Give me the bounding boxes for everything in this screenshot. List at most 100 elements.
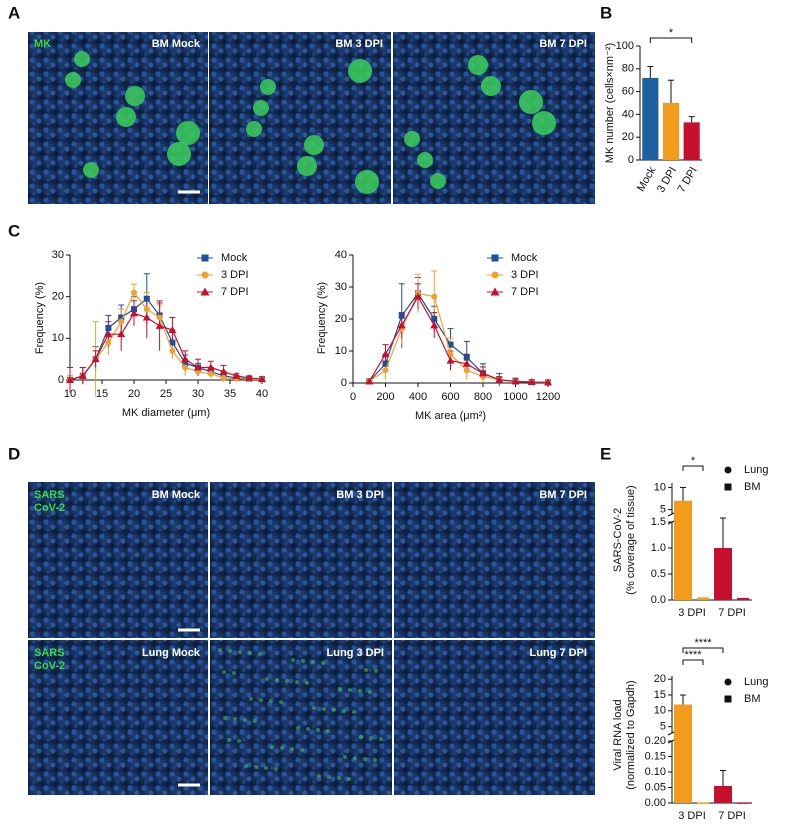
virus-signal: [327, 775, 331, 779]
panel-letter: D: [8, 444, 20, 463]
virus-signal: [300, 748, 304, 752]
x-tick-label: 7 DPI: [718, 607, 746, 619]
series-line: [368, 292, 549, 383]
stain-label: SARS: [34, 647, 65, 659]
virus-signal: [322, 707, 326, 711]
series-line: [69, 291, 263, 381]
y-tick-label: 80: [622, 63, 634, 75]
marker: [724, 483, 732, 491]
virus-signal: [244, 764, 248, 768]
virus-signal: [373, 758, 377, 762]
marker: [182, 360, 189, 367]
marker: [527, 378, 536, 386]
y-axis-label: (normalized to Gapdh): [625, 680, 637, 789]
x-tick-label: 35: [224, 388, 236, 400]
x-tick-label: 30: [192, 388, 204, 400]
stain-label: MK: [34, 38, 51, 50]
y-tick-label: 10: [654, 481, 666, 493]
virus-signal: [332, 708, 336, 712]
micrograph: [28, 482, 208, 638]
virus-signal: [279, 700, 283, 704]
marker: [168, 326, 177, 333]
significance-bracket: [682, 465, 704, 471]
marker: [207, 370, 214, 377]
marker: [414, 292, 422, 300]
image-label: BM 3 DPI: [335, 38, 383, 50]
virus-signal: [265, 677, 269, 681]
marker: [232, 371, 241, 379]
marker: [206, 363, 215, 371]
marker: [143, 295, 150, 302]
y-axis-label: SARS-CoV-2: [612, 508, 624, 572]
x-tick-label: 20: [128, 388, 140, 400]
mk-cell: [297, 156, 317, 176]
y-tick-label: 40: [335, 249, 347, 261]
y-tick-label: 0: [58, 374, 64, 386]
legend-label: Mock: [511, 252, 538, 264]
mk-cell: [125, 86, 145, 106]
y-tick-label: 0.15: [645, 750, 666, 762]
bar: [683, 122, 700, 160]
image-label: BM 7 DPI: [539, 38, 587, 50]
marker: [544, 378, 552, 386]
x-axis-label: MK area (μm²): [415, 410, 486, 422]
marker: [201, 254, 209, 262]
mk-cell: [481, 76, 501, 96]
y-tick-label: 0.0: [651, 594, 666, 606]
y-tick-label: 1.5: [651, 516, 666, 528]
mk-cell: [253, 100, 269, 116]
y-tick-label: 60: [622, 86, 634, 98]
mk-cell: [404, 131, 420, 147]
mk-cell: [65, 72, 81, 88]
marker: [258, 375, 266, 383]
virus-signal: [347, 777, 351, 781]
marker: [219, 367, 228, 375]
y-axis-label: Viral RNA load: [612, 699, 624, 770]
legend-label: BM: [744, 693, 761, 705]
legend-label: Lung: [744, 676, 768, 688]
marker: [91, 355, 100, 363]
mk-cell: [74, 51, 90, 67]
virus-signal: [311, 660, 315, 664]
y-tick-label: 5: [660, 721, 666, 733]
y-tick-label: 20: [654, 673, 666, 685]
significance-bracket: [682, 647, 724, 653]
image-label: BM 3 DPI: [336, 489, 384, 501]
virus-signal: [353, 756, 357, 760]
virus-signal: [218, 648, 222, 652]
bar: [714, 548, 732, 600]
image-label: Lung 7 DPI: [530, 647, 587, 659]
marker: [491, 254, 499, 262]
x-tick-label: 3 DPI: [655, 165, 679, 195]
marker: [491, 271, 499, 279]
virus-signal: [237, 739, 241, 743]
marker: [194, 363, 202, 371]
marker: [430, 321, 439, 329]
marker: [181, 355, 190, 363]
marker: [463, 367, 470, 374]
mk-cell: [430, 173, 446, 189]
virus-signal: [358, 689, 362, 693]
legend-label: 3 DPI: [511, 269, 539, 281]
virus-signal: [342, 709, 346, 713]
marker: [447, 351, 454, 358]
virus-signal: [359, 735, 363, 739]
legend-label: 7 DPI: [511, 286, 539, 298]
y-tick-label: 100: [616, 40, 634, 52]
x-tick-label: 800: [474, 391, 492, 403]
marker: [431, 293, 438, 300]
x-tick-label: 200: [376, 391, 394, 403]
virus-signal: [227, 738, 231, 742]
x-tick-label: 1200: [536, 391, 560, 403]
series-line: [69, 312, 263, 381]
virus-signal: [296, 726, 300, 730]
virus-signal: [363, 757, 367, 761]
stain-label: CoV-2: [34, 660, 65, 672]
x-tick-label: 15: [96, 388, 108, 400]
marker: [245, 373, 254, 381]
image-label: BM Mock: [152, 38, 201, 50]
marker: [511, 377, 520, 385]
bar: [697, 597, 709, 600]
legend-label: Mock: [221, 252, 248, 264]
